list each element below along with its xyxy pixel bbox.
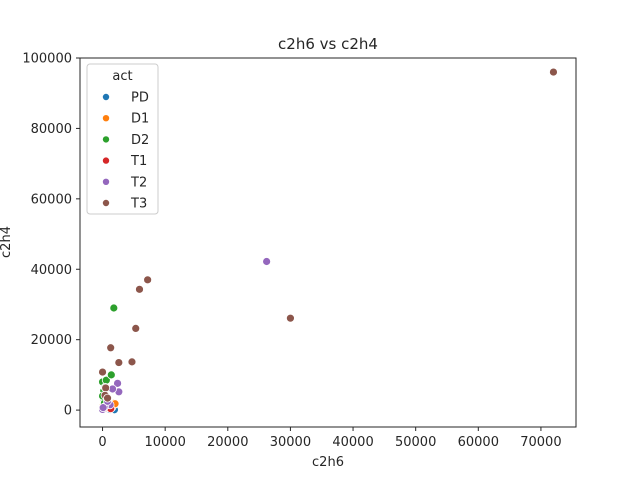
y-tick-label: 0 bbox=[64, 404, 72, 419]
legend-box bbox=[86, 63, 159, 215]
data-point-t2 bbox=[98, 403, 108, 413]
x-tick-label: 40000 bbox=[332, 435, 373, 450]
x-tick-label: 10000 bbox=[144, 435, 185, 450]
x-axis-label: c2h6 bbox=[312, 455, 344, 470]
x-tick-label: 70000 bbox=[520, 435, 561, 450]
legend: act PD D1 D2 T1 T2 T3 bbox=[86, 63, 159, 215]
legend-label-pd: PD bbox=[131, 91, 149, 106]
data-point-t3 bbox=[127, 357, 137, 367]
data-point-t3 bbox=[103, 393, 112, 403]
data-point-t3 bbox=[143, 275, 153, 285]
chart-title: c2h6 vs c2h4 bbox=[278, 35, 378, 53]
data-point-t3 bbox=[106, 343, 116, 353]
legend-marker-pd bbox=[102, 93, 111, 102]
y-tick-label: 40000 bbox=[31, 263, 72, 278]
plot-frame bbox=[79, 57, 577, 428]
legend-marker-t3 bbox=[102, 198, 111, 207]
data-point-t3 bbox=[98, 367, 107, 377]
data-points bbox=[98, 67, 558, 415]
x-tick-label: 20000 bbox=[207, 435, 248, 450]
legend-label-t1: T1 bbox=[130, 154, 147, 169]
x-tick-label: 60000 bbox=[458, 435, 499, 450]
data-point-t3 bbox=[135, 284, 144, 294]
data-point-d2 bbox=[109, 303, 119, 313]
data-point-t3 bbox=[286, 313, 295, 323]
data-point-t3 bbox=[114, 358, 124, 367]
legend-label-t3: T3 bbox=[130, 197, 147, 212]
data-point-t3 bbox=[549, 67, 558, 77]
legend-title: act bbox=[112, 69, 132, 84]
legend-marker-d1 bbox=[102, 114, 111, 123]
legend-label-t2: T2 bbox=[130, 175, 147, 190]
data-point-t2 bbox=[262, 257, 272, 266]
y-tick-label: 100000 bbox=[22, 52, 72, 67]
x-tick-label: 0 bbox=[98, 435, 106, 450]
y-tick-label: 80000 bbox=[31, 122, 72, 137]
y-tick-label: 20000 bbox=[31, 333, 72, 348]
legend-marker-t2 bbox=[102, 177, 111, 186]
x-axis: 0 10000 20000 30000 40000 50000 60000 70000 bbox=[98, 427, 562, 450]
legend-marker-t1 bbox=[102, 156, 111, 165]
data-point-t3 bbox=[101, 383, 111, 393]
data-point-t2 bbox=[113, 378, 122, 388]
x-tick-label: 30000 bbox=[270, 435, 311, 450]
legend-marker-d2 bbox=[102, 135, 111, 144]
data-point-t3 bbox=[131, 324, 141, 333]
y-axis: 0 20000 40000 60000 80000 100000 bbox=[22, 52, 80, 419]
legend-label-d1: D1 bbox=[131, 112, 149, 127]
y-tick-label: 60000 bbox=[31, 192, 72, 207]
legend-label-d2: D2 bbox=[131, 133, 149, 148]
data-point-d2 bbox=[106, 370, 116, 380]
y-axis-label: c2h4 bbox=[0, 226, 14, 258]
x-tick-label: 50000 bbox=[395, 435, 436, 450]
